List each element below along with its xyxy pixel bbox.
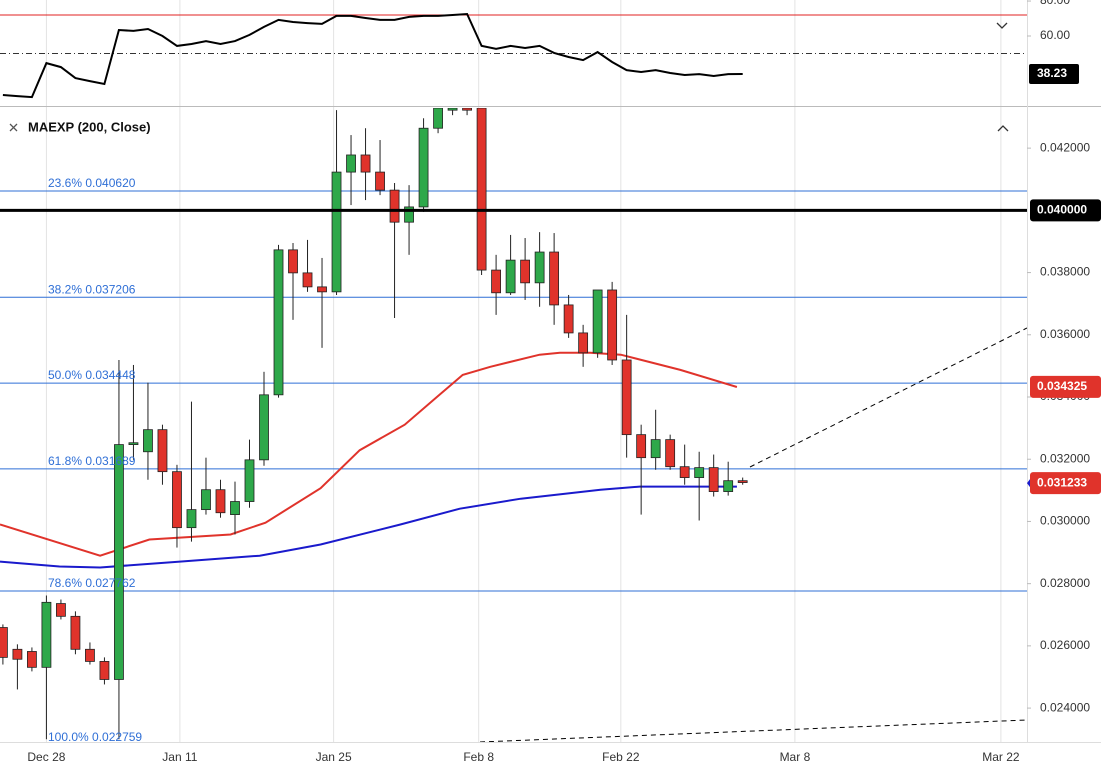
- candle-body: [27, 651, 37, 668]
- candle-body: [317, 286, 327, 293]
- candle-body: [592, 289, 603, 354]
- candle-body: [157, 429, 168, 473]
- candle-body: [346, 154, 356, 173]
- candle-body: [505, 259, 516, 294]
- candle-body: [172, 471, 182, 529]
- price-pane: [0, 108, 1027, 742]
- x-tick-label: Mar 22: [982, 750, 1020, 764]
- price-tag: [1030, 375, 1101, 398]
- value-tag-label: 38.23: [1037, 66, 1067, 80]
- y-tick-label: 0.024000: [1040, 700, 1090, 714]
- price-tag: [1030, 472, 1101, 495]
- candle-body: [99, 661, 110, 680]
- candle-body: [375, 171, 385, 191]
- candle-body: [607, 289, 618, 361]
- price-tag-label: 0.040000: [1037, 203, 1087, 217]
- moving-average: [0, 485, 737, 569]
- candle-body: [708, 467, 719, 492]
- price-tag-label: 0.031233: [1037, 475, 1087, 489]
- candle-body: [418, 127, 429, 208]
- candle-body: [520, 259, 531, 284]
- candle-body: [85, 648, 95, 662]
- y-tick-label: 0.028000: [1040, 576, 1090, 590]
- expand-button[interactable]: [997, 125, 1009, 132]
- candle-body: [143, 429, 153, 453]
- indicator-legend: MAEXP (200, Close): [28, 119, 151, 134]
- candle-body: [694, 467, 705, 478]
- candle-body: [665, 439, 676, 468]
- candle-body: [433, 108, 443, 129]
- y-tick-label: 60.00: [1040, 28, 1070, 42]
- trend-line: [749, 327, 1027, 468]
- price-tag: [1030, 199, 1101, 222]
- moving-average: [0, 351, 738, 557]
- candle-body: [578, 332, 589, 354]
- indicator-pane: [0, 12, 1027, 99]
- candle-body: [650, 439, 661, 459]
- candle-body: [201, 489, 211, 511]
- candle-body: [737, 480, 748, 483]
- candle-body: [476, 108, 487, 271]
- x-tick-label: Jan 25: [316, 750, 352, 764]
- y-tick-label: 0.032000: [1040, 451, 1090, 465]
- candle-body: [636, 434, 647, 459]
- remove-indicator-button[interactable]: [9, 123, 18, 132]
- candle-body: [41, 601, 52, 668]
- candle-body: [447, 108, 458, 111]
- candle-body: [186, 509, 197, 529]
- value-tag: [1029, 64, 1079, 85]
- candle-body: [56, 603, 66, 617]
- candle-body: [491, 269, 501, 294]
- candle-body: [230, 501, 240, 515]
- candle-body: [259, 394, 269, 461]
- candle-body: [302, 272, 313, 288]
- price-tag-label: 0.034325: [1037, 379, 1087, 393]
- candle-body: [244, 459, 255, 502]
- candle-body: [0, 627, 8, 658]
- x-tick-label: Dec 28: [27, 750, 65, 764]
- axes: Dec 28 Jan 11 Jan 25 Feb 8 Feb 22 Mar 8 Mar 22…: [27, 0, 1101, 764]
- y-tick-label: 0.036000: [1040, 327, 1090, 341]
- x-tick-label: Feb 8: [463, 750, 494, 764]
- x-tick-label: Jan 11: [162, 750, 197, 764]
- indicator-line: [2, 12, 743, 99]
- candle-body: [288, 249, 298, 274]
- candle-body: [389, 189, 400, 223]
- fib-label: 50.0% 0.034448: [48, 368, 136, 382]
- candle-body: [534, 251, 545, 284]
- y-tick-label: 0.042000: [1040, 140, 1090, 154]
- candle-body: [723, 480, 734, 492]
- candle-body: [215, 489, 226, 514]
- collapse-button[interactable]: [996, 22, 1008, 29]
- candle-body: [360, 154, 371, 173]
- y-tick-label: 80.00: [1040, 0, 1070, 7]
- fib-label: 100.0% 0.022759: [48, 730, 142, 744]
- fib-label: 38.2% 0.037206: [48, 282, 136, 296]
- candle-body: [462, 108, 472, 111]
- candle-body: [128, 442, 139, 445]
- candle-body: [70, 615, 81, 650]
- candle-body: [114, 444, 124, 680]
- candle-body: [273, 249, 284, 396]
- y-tick-label: 0.038000: [1040, 265, 1090, 279]
- y-tick-label: 0.026000: [1040, 638, 1090, 652]
- candle-body: [679, 466, 690, 478]
- candle-body: [563, 304, 574, 334]
- candle-body: [331, 171, 342, 293]
- fib-label: 61.8% 0.031689: [48, 454, 136, 468]
- fib-label: 78.6% 0.027762: [48, 576, 136, 590]
- x-tick-label: Feb 22: [602, 750, 640, 764]
- fib-label: 23.6% 0.040620: [48, 176, 136, 190]
- trend-line: [479, 719, 1027, 742]
- y-tick-label: 0.030000: [1040, 514, 1090, 528]
- candle-body: [12, 648, 23, 660]
- candle-body: [549, 251, 560, 306]
- candle-body: [404, 206, 414, 223]
- x-tick-label: Mar 8: [780, 750, 811, 764]
- candle-body: [621, 359, 632, 436]
